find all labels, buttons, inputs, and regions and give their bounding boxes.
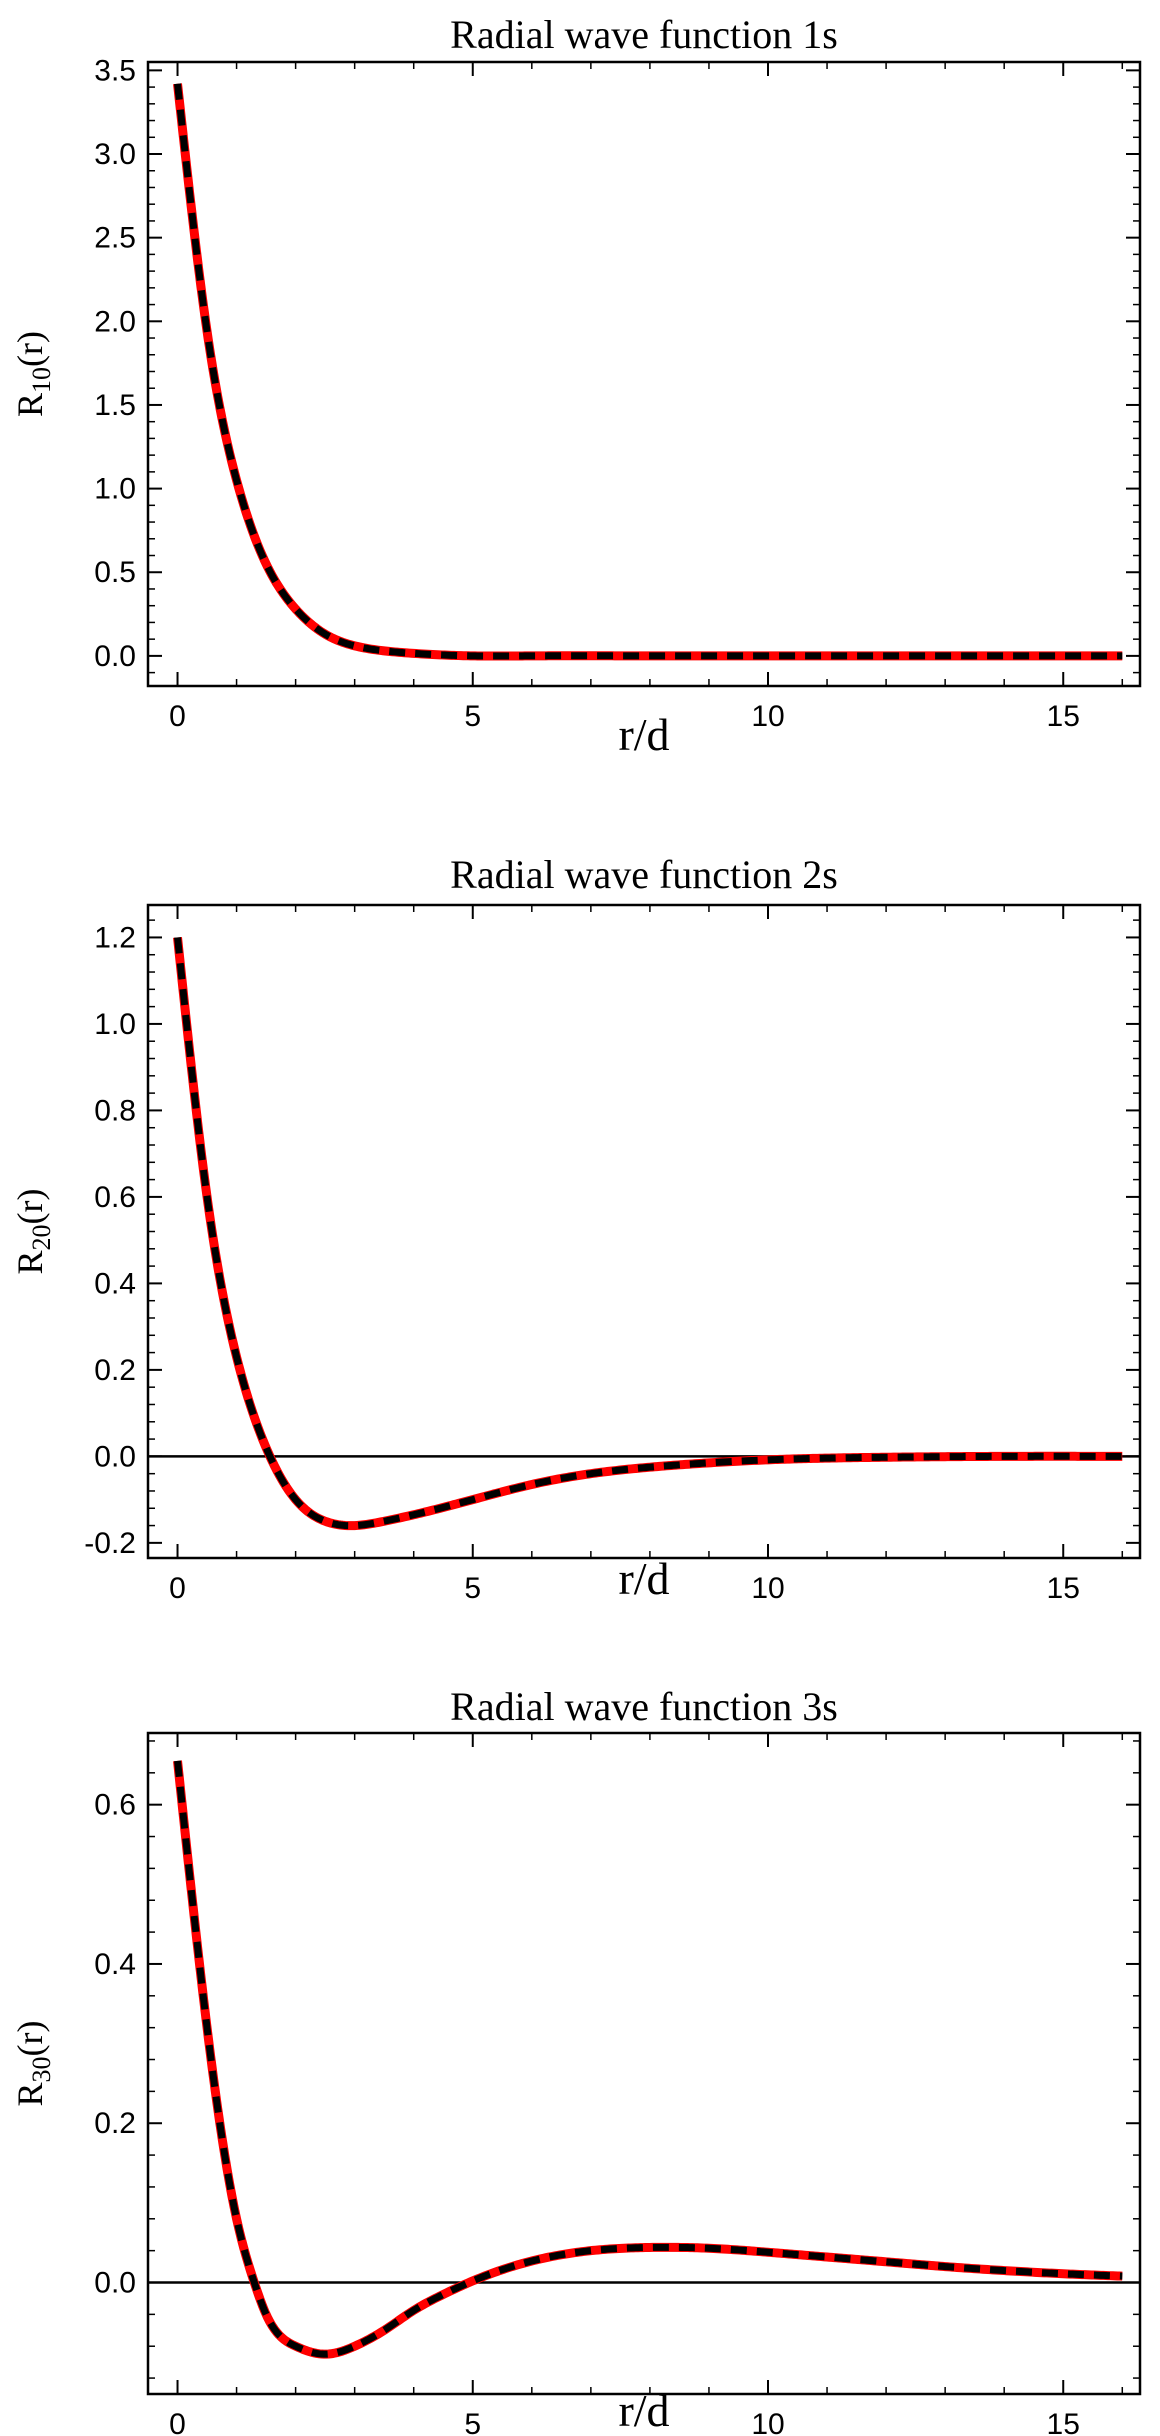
y-axis-label-suffix: (r) <box>10 1189 50 1225</box>
series-line-red-solid <box>173 936 1125 1531</box>
y-tick-label: 0.2 <box>94 1354 136 1387</box>
x-axis-label: r/d <box>618 2385 669 2436</box>
y-axis-label: R20(r) <box>10 1189 56 1275</box>
chart-title: Radial wave function 2s <box>450 852 838 897</box>
y-tick-label: 1.2 <box>94 921 136 954</box>
x-tick-label: 10 <box>751 2408 784 2436</box>
x-tick-label: 5 <box>464 700 481 733</box>
y-tick-label: 0.0 <box>94 1440 136 1473</box>
y-tick-label: 1.0 <box>94 473 136 506</box>
y-tick-label: 0.4 <box>94 1267 136 1300</box>
series-line-red-solid <box>173 1760 1125 2359</box>
x-axis-label: r/d <box>618 1553 669 1604</box>
y-axis-label-subscript: 30 <box>27 2056 56 2082</box>
y-tick-label: 1.5 <box>94 389 136 422</box>
series-line-black-dashed <box>174 83 1124 660</box>
y-axis-label: R30(r) <box>10 2021 56 2107</box>
y-tick-label: 3.5 <box>94 54 136 87</box>
x-tick-label: 15 <box>1047 1572 1080 1605</box>
y-axis-label-subscript: 10 <box>27 367 56 393</box>
y-axis-label: R10(r) <box>10 331 56 417</box>
x-tick-label: 10 <box>751 700 784 733</box>
y-tick-label: 1.0 <box>94 1008 136 1041</box>
y-tick-label: 0.6 <box>94 1789 136 1822</box>
x-axis-label: r/d <box>618 709 669 760</box>
series-line-red-solid <box>173 83 1125 661</box>
x-tick-label: 15 <box>1047 2408 1080 2436</box>
x-tick-label: 0 <box>169 1572 186 1605</box>
y-tick-label: 2.0 <box>94 305 136 338</box>
x-tick-label: 5 <box>464 1572 481 1605</box>
y-tick-label: 3.0 <box>94 138 136 171</box>
y-tick-label: 0.5 <box>94 556 136 589</box>
chart-title: Radial wave function 1s <box>450 12 838 57</box>
x-tick-label: 15 <box>1047 700 1080 733</box>
x-tick-label: 0 <box>169 700 186 733</box>
y-axis-label-base: R <box>10 2082 50 2106</box>
x-tick-label: 0 <box>169 2408 186 2436</box>
chart-panel-3: Radial wave function 3s 0 5 10 15 0.0 0.2 0.4 0.… <box>10 1684 1142 2436</box>
x-tick-label: 5 <box>464 2408 481 2436</box>
y-tick-label: 0.0 <box>94 2267 136 2300</box>
y-axis-label-base: R <box>10 1250 50 1274</box>
plot-frame <box>146 60 1142 688</box>
y-tick-label: 0.6 <box>94 1181 136 1214</box>
y-tick-label: 0.0 <box>94 640 136 673</box>
chart-title: Radial wave function 3s <box>450 1684 838 1729</box>
y-tick-label: -0.2 <box>84 1527 136 1560</box>
series-line-black-dashed <box>174 1760 1124 2358</box>
series-line-black-dashed <box>174 937 1124 1530</box>
y-axis-label-base: R <box>10 393 50 417</box>
plot-frame <box>146 1731 1142 2396</box>
y-tick-label: 0.8 <box>94 1094 136 1127</box>
y-axis-label-suffix: (r) <box>10 2021 50 2057</box>
x-tick-label: 10 <box>751 1572 784 1605</box>
y-tick-label: 2.5 <box>94 222 136 255</box>
chart-panel-2: Radial wave function 2s 0 5 10 15 -0.2 0.0 0.2 0… <box>10 852 1142 1605</box>
chart-panel-1: Radial wave function 1s 0 5 10 15 0.0 0.5 1.0 1.… <box>10 12 1142 760</box>
y-axis-label-subscript: 20 <box>27 1224 56 1250</box>
y-tick-label: 0.2 <box>94 2107 136 2140</box>
y-axis-label-suffix: (r) <box>10 331 50 367</box>
y-tick-label: 0.4 <box>94 1948 136 1981</box>
